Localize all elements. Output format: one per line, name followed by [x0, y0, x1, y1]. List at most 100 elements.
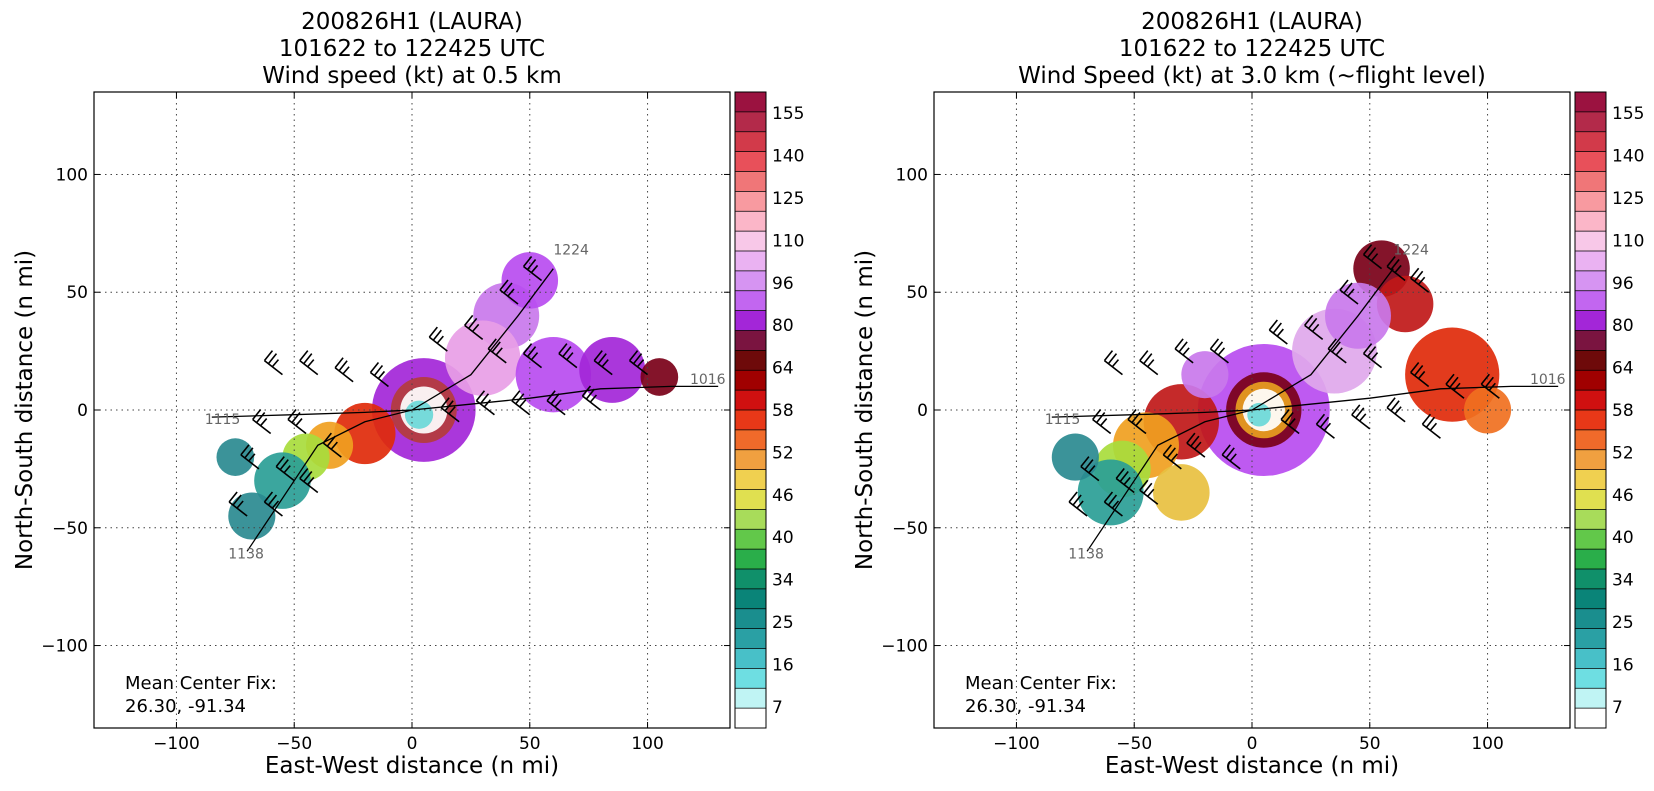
wind-field-blob: [216, 438, 255, 476]
wind-barb-staff: [487, 348, 507, 364]
wind-barb-feather: [342, 366, 350, 375]
track-time-label: 1115: [1045, 412, 1081, 428]
wind-barb-feather: [1162, 444, 1172, 456]
wind-barb: [440, 397, 460, 423]
wind-barb-feather: [1217, 347, 1226, 356]
wind-barb-feather: [550, 393, 560, 405]
wind-barb: [322, 432, 342, 458]
colorbar-tick-label: 16: [1612, 655, 1634, 675]
wind-barb-feather: [479, 393, 490, 405]
wind-barb: [1162, 444, 1182, 470]
x-tick-label: −100: [153, 734, 200, 754]
wind-barb-feather: [1068, 491, 1078, 503]
wind-barb-feather: [487, 338, 497, 350]
wind-barb: [287, 409, 307, 435]
wind-barb: [1115, 467, 1135, 494]
wind-barb-feather: [377, 370, 386, 379]
chart-panel-2: 200826H1 (LAURA)101622 to 122425 UTCWind…: [852, 9, 1644, 779]
colorbar-segment: [1575, 131, 1606, 152]
wind-barb-feather: [295, 418, 303, 427]
wind-barb-feather: [1131, 412, 1141, 424]
wind-barb-staff: [1127, 418, 1147, 435]
wind-barb: [1421, 413, 1441, 439]
wind-barb-feather: [1111, 359, 1120, 368]
wind-barb-staff: [1480, 383, 1500, 399]
wind-barb: [334, 357, 354, 383]
wind-barb-staff: [475, 400, 495, 416]
wind-barb: [1092, 409, 1112, 435]
wind-barb-feather: [495, 347, 503, 356]
wind-field-blob: [640, 358, 679, 396]
track-time-label: 1138: [228, 546, 264, 562]
mean-center-fix-text: 26.30, -91.34: [965, 696, 1086, 717]
wind-barb-feather: [1394, 406, 1402, 415]
wind-barb: [1127, 409, 1147, 435]
chart-title-line: 101622 to 122425 UTC: [279, 36, 545, 62]
wind-barb: [1480, 373, 1500, 399]
wind-barb-feather: [1335, 347, 1343, 356]
wind-barb-feather: [1304, 314, 1314, 326]
colorbar-frame: [734, 91, 767, 729]
wind-barb-feather: [1362, 343, 1373, 355]
colorbar-segment: [735, 628, 766, 649]
wind-barb-staff: [523, 352, 543, 369]
colorbar-segment: [735, 489, 766, 510]
colorbar-segment: [1575, 688, 1606, 709]
wind-barb-staff: [1386, 407, 1406, 423]
chart-title-line: Wind Speed (kt) at 3.0 km (~flight level…: [1018, 63, 1486, 89]
colorbar-tick-label: 110: [1612, 231, 1644, 251]
wind-barb-feather: [601, 359, 609, 368]
wind-barb-feather: [244, 447, 254, 459]
wind-barb-feather: [1147, 488, 1155, 497]
wind-barb-feather: [1194, 441, 1202, 450]
wind-barb-staff: [428, 336, 448, 352]
y-axis-label: North-South distance (n mi): [852, 250, 878, 570]
wind-barb-feather: [1488, 382, 1496, 391]
wind-barb: [1268, 319, 1288, 345]
flight-track: [1086, 385, 1559, 552]
wind-barb-feather: [1351, 404, 1361, 416]
colorbar-segment: [1575, 370, 1606, 391]
colorbar-segment: [735, 549, 766, 570]
wind-barb-feather: [1139, 479, 1149, 491]
x-tick-label: 50: [1359, 734, 1381, 754]
wind-barb: [369, 361, 389, 388]
colorbar-tick-label: 52: [1612, 443, 1634, 463]
wind-barb-feather: [1453, 382, 1461, 391]
wind-barb-feather: [373, 364, 384, 376]
wind-barb-feather: [1084, 459, 1094, 471]
chart-title-line: 200826H1 (LAURA): [301, 9, 523, 35]
colorbar-segment: [1575, 469, 1606, 490]
wind-barb-feather: [1170, 453, 1178, 462]
wind-barb-feather: [1111, 500, 1120, 509]
wind-barb: [593, 350, 613, 376]
wind-barb-feather: [1123, 476, 1131, 485]
wind-barb: [1362, 343, 1383, 369]
wind-barb-feather: [491, 341, 501, 353]
wind-barb-staff: [1139, 489, 1159, 505]
track-time-label: 1224: [1393, 243, 1429, 259]
wind-barb-staff: [263, 360, 283, 376]
wind-barb: [522, 255, 543, 282]
wind-barb-feather: [546, 390, 556, 402]
wind-barb: [263, 350, 283, 376]
wind-barb-feather: [464, 314, 474, 326]
colorbar-segment: [735, 449, 766, 470]
wind-barb-feather: [1096, 412, 1106, 424]
wind-barb-feather: [283, 465, 291, 474]
x-tick-label: 50: [519, 734, 541, 754]
colorbar-tick-label: 96: [772, 274, 794, 294]
wind-barb-feather: [1418, 370, 1426, 379]
wind-barb-feather: [1103, 491, 1114, 503]
colorbar-tick-label: 25: [1612, 613, 1634, 633]
wind-barb-feather: [232, 494, 242, 506]
wind-barb: [499, 279, 519, 305]
y-tick-label: −50: [52, 519, 88, 539]
wind-barb-feather: [1115, 467, 1125, 479]
wind-barb-feather: [1107, 353, 1118, 365]
wind-barb-feather: [1414, 270, 1424, 282]
wind-barb: [628, 350, 649, 376]
wind-barb: [1103, 350, 1123, 376]
wind-barb: [1362, 244, 1383, 270]
wind-barb-feather: [1143, 353, 1153, 365]
